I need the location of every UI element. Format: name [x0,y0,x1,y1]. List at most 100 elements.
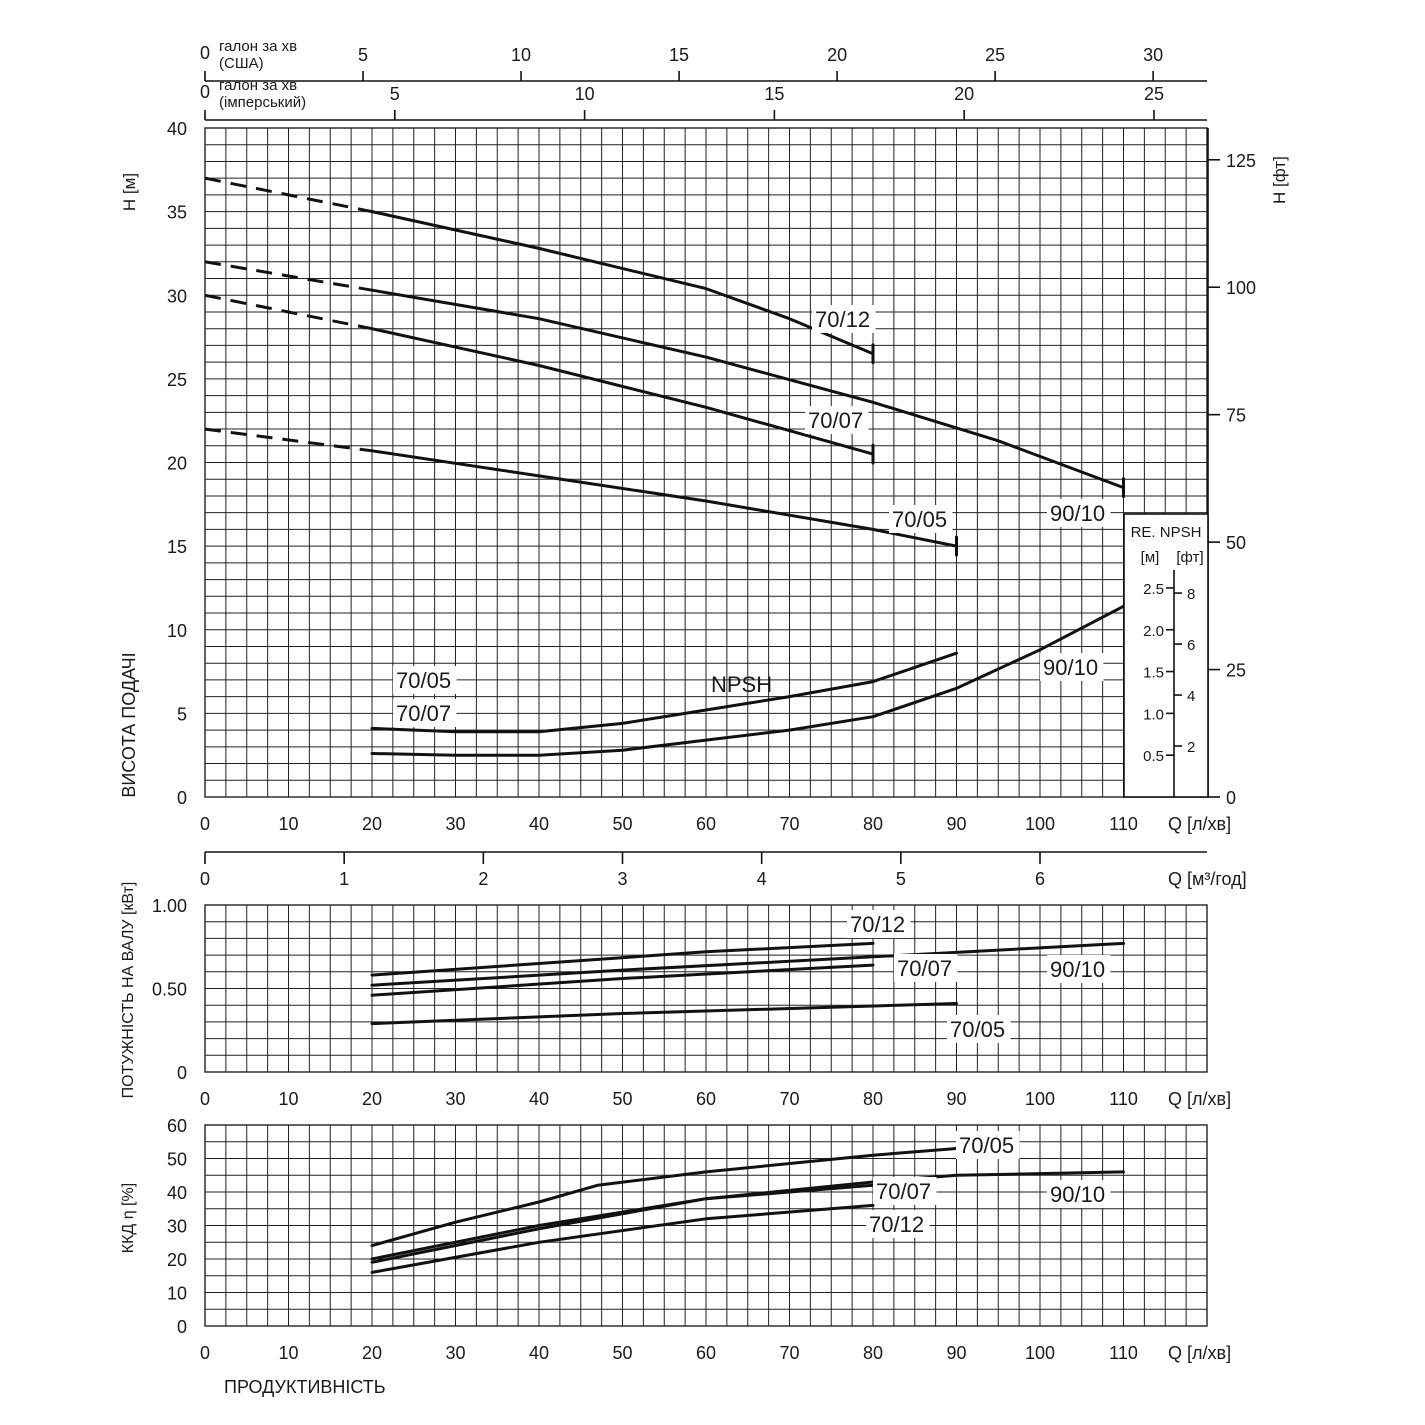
m3-tick-label: 5 [896,869,906,889]
efficiency-label-70-05-bg [956,1131,1020,1159]
y-tick-label: 10 [167,621,187,641]
efficiency-panel: 0 10 20 30 40 50 60 ККД η [%] 0 10 20 30 40 50 60 70 80 9… [120,1116,1231,1397]
y-tick-label: 60 [167,1116,187,1136]
x-tick-label: 40 [529,1089,549,1109]
head-curve-dashed-70-07 [204,293,373,331]
x-tick-label: 100 [1025,1343,1055,1363]
x-tick-label: 20 [362,1343,382,1363]
y-axis-label: ПОТУЖНІСТЬ НА ВАЛУ [кВт] [120,882,137,1099]
power-panel: 0 0.50 1.00 ПОТУЖНІСТЬ НА ВАЛУ [кВт] 0 10 20 30… [120,882,1231,1109]
gallon-tick-label: 5 [358,45,368,65]
gallon-axis-label: галон за хв [219,38,297,55]
gallon-axis-sublabel: (імперський) [219,94,306,111]
right-tick-label: 75 [1226,406,1246,426]
x-tick-label: 100 [1025,814,1055,834]
power-label-70-12-bg [847,910,911,938]
y-tick-label: 20 [167,454,187,474]
power-label-70-12: 70/12 [850,912,905,937]
efficiency-curve-90-10 [370,1170,1125,1261]
curve-label-70-05: 70/05 [892,507,947,532]
y-tick-label: 50 [167,1150,187,1170]
footer-label: ПРОДУКТИВНІСТЬ [224,1377,386,1397]
x-tick-label: 30 [445,1089,465,1109]
npsh-ft-label: 8 [1187,586,1195,603]
y-tick-label: 0 [177,788,187,808]
npsh-m-label: 1.0 [1143,706,1164,723]
y-tick-label: 0 [177,1317,187,1337]
x-tick-label: 50 [612,1343,632,1363]
efficiency-label-70-12: 70/12 [869,1212,924,1237]
power-curve-70-07 [370,963,875,997]
m3-tick-label: 1 [339,869,349,889]
x-tick-label: 70 [779,1343,799,1363]
x-tick-label: 10 [278,814,298,834]
npsh-label-70-07-bg [393,699,457,727]
npsh-unit-m: [м] [1141,549,1160,566]
efficiency-label-70-07-bg [873,1177,937,1205]
top-flow-axes: 5 10 15 20 25 300 галон за хв(США)5 10 15 20 250 га… [200,38,1207,121]
x-tick-label: 60 [696,1089,716,1109]
y-tick-label: 15 [167,537,187,557]
npsh-unit-ft: [фт] [1176,549,1203,566]
npsh-m-label: 2.0 [1143,623,1164,640]
m3-tick-label: 2 [478,869,488,889]
efficiency-label-90-10: 90/10 [1050,1182,1105,1207]
x-tick-label: 30 [445,814,465,834]
npsh-inset-title: RE. NPSH [1131,524,1202,541]
head-curve-70-05 [370,449,958,548]
y-tick-label: 5 [177,704,187,724]
npsh-curve-70-05 [370,651,958,734]
head-curve-dashed-90-10 [204,260,373,292]
x-tick-label: 50 [612,814,632,834]
npsh-panel: RE. NPSH [м] [фт] 0.5 1.0 1.5 2.0 2.5 2 4 6 8 [1123,513,1209,798]
y-axis-label: ККД η [%] [120,1183,137,1253]
npsh-curve-label: NPSH [711,672,772,697]
power-curve-90-10 [370,941,1125,987]
gallon-axis-sublabel: (США) [219,55,264,72]
y-tick-label: 1.00 [152,896,187,916]
right-tick-label: 125 [1226,151,1256,171]
x-tick-label: 40 [529,1343,549,1363]
x-tick-label: 20 [362,1089,382,1109]
x-tick-label: 0 [200,1089,210,1109]
gallon-tick-label: 30 [1143,45,1163,65]
curve-label-70-07: 70/07 [808,408,863,433]
gallon-tick-label: 20 [954,84,974,104]
power-label-90-10: 90/10 [1050,957,1105,982]
x-tick-label: 110 [1109,814,1138,834]
x-tick-label: 30 [445,1343,465,1363]
curve-label-70-12: 70/12 [815,307,870,332]
y-tick-label: 40 [167,119,187,139]
gallon-tick-label: 25 [985,45,1005,65]
power-label-70-05: 70/05 [950,1017,1005,1042]
npsh-label-90-10: 90/10 [1043,655,1098,680]
x-tick-label: 20 [362,814,382,834]
gallon-tick-label: 20 [827,45,847,65]
power-label-90-10-bg [1047,955,1111,983]
right-tick-label: 25 [1226,661,1246,681]
efficiency-curve-70-07 [370,1183,875,1264]
efficiency-label-70-12-bg [866,1210,930,1238]
npsh-label-90-10-bg [1040,653,1104,681]
x-tick-label: 10 [278,1089,298,1109]
npsh-m-label: 1.5 [1143,665,1164,682]
m3-tick-label: 3 [617,869,627,889]
x-tick-label: 0 [200,814,210,834]
efficiency-curve-70-12 [370,1203,875,1274]
right-tick-label: 50 [1226,533,1246,553]
y-tick-label: 20 [167,1250,187,1270]
y-tick-label: 0 [177,1063,187,1083]
x-tick-label: 60 [696,1343,716,1363]
right-axis-label: Н [фт] [1270,156,1289,204]
npsh-label-70-05-bg [393,666,457,694]
y-tick-label: 30 [167,286,187,306]
head-curve-dashed-70-05 [204,427,373,453]
x-tick-label: 90 [946,1343,966,1363]
power-curve-70-05 [370,1002,958,1026]
x-tick-label: 90 [946,814,966,834]
efficiency-label-70-07: 70/07 [876,1179,931,1204]
y-axis-label: Н [м] [120,173,139,211]
x-tick-label: 70 [779,1089,799,1109]
